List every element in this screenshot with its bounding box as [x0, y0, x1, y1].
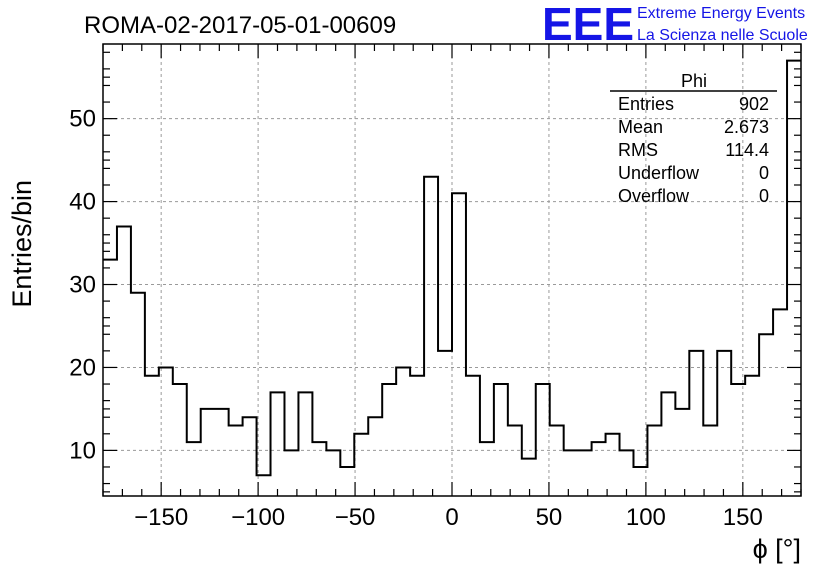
logo-line1: Extreme Energy Events: [637, 5, 805, 22]
stats-value: 0: [759, 186, 769, 206]
x-tick-labels: −150 −100 −50 0 50 100 150: [134, 504, 763, 531]
y-tick-label: 20: [69, 354, 96, 381]
x-axis-label: ϕ [°]: [753, 534, 801, 564]
logo-mark: EEE: [542, 0, 634, 50]
eee-logo: EEE Extreme Energy Events La Scienza nel…: [542, 0, 808, 50]
logo-line2: La Scienza nelle Scuole: [637, 27, 808, 44]
x-tick-label: 50: [536, 504, 563, 531]
y-tick-labels: 10 20 30 40 50: [69, 106, 96, 465]
stats-label: RMS: [618, 140, 658, 160]
stats-label: Entries: [618, 94, 674, 114]
stats-box: Phi Entries 902 Mean 2.673 RMS 114.4 Underflow…: [610, 71, 777, 206]
x-tick-label: −100: [231, 504, 285, 531]
stats-box-title: Phi: [681, 71, 707, 91]
stats-value: 114.4: [725, 140, 769, 160]
y-tick-label: 40: [69, 189, 96, 216]
stats-value: 0: [759, 163, 769, 183]
y-axis-label: Entries/bin: [7, 180, 37, 308]
axis-ticks: [102, 44, 802, 496]
stats-label: Underflow: [618, 163, 700, 183]
y-tick-label: 10: [69, 437, 96, 464]
stats-label: Mean: [618, 117, 663, 137]
x-tick-label: −150: [134, 504, 188, 531]
stats-value: 902: [739, 94, 769, 114]
histogram-line: [103, 59, 801, 477]
y-tick-label: 50: [69, 106, 96, 133]
x-tick-label: 150: [723, 504, 763, 531]
stats-value: 2.673: [724, 117, 769, 137]
stats-label: Overflow: [618, 186, 690, 206]
x-tick-label: 100: [626, 504, 666, 531]
y-tick-label: 30: [69, 272, 96, 299]
x-tick-label: 0: [445, 504, 458, 531]
x-tick-label: −50: [335, 504, 376, 531]
chart-title: ROMA-02-2017-05-01-00609: [84, 12, 396, 39]
